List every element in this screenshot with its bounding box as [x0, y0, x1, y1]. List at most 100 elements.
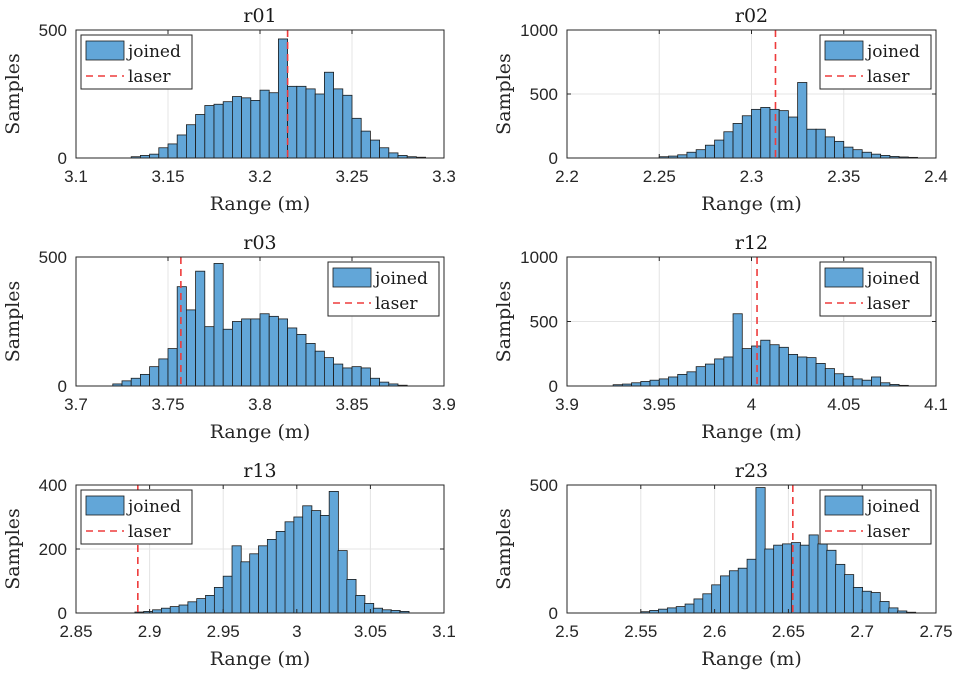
histogram-bar	[755, 487, 766, 614]
x-tick-label: 2.2	[555, 167, 579, 186]
histogram-bar	[195, 270, 206, 387]
y-axis-label: Samples	[493, 508, 515, 590]
chart-title: r23	[735, 460, 768, 482]
histogram-bar	[824, 368, 835, 387]
histogram-bar	[861, 151, 872, 159]
histogram-bar	[879, 601, 890, 614]
histogram-bar	[888, 607, 899, 614]
subplot-r03: 3.7 3.75 3.8 3.85 3.9 0 500 r03 Range (m) Samples…	[2, 232, 456, 443]
histogram-bar	[843, 375, 854, 387]
x-tick-label: 3.3	[432, 167, 456, 186]
histogram-bar	[732, 313, 743, 387]
legend-label-joined: joined	[865, 269, 920, 289]
histogram-bar	[351, 366, 362, 387]
histogram-bar	[788, 353, 799, 387]
legend-swatch-joined	[824, 495, 864, 516]
y-tick-label: 500	[39, 248, 67, 267]
histogram-bar	[205, 595, 216, 614]
y-tick-label: 0	[58, 377, 67, 396]
legend: joined laser	[819, 34, 932, 90]
x-axis-label: Range (m)	[210, 193, 311, 215]
histogram-bar	[769, 108, 780, 159]
histogram-bar	[185, 309, 196, 387]
histogram-bar	[196, 598, 207, 614]
histogram-bar	[268, 92, 279, 159]
histogram-bar	[333, 88, 344, 159]
histogram-bar	[668, 376, 679, 387]
histogram-bar	[782, 543, 793, 614]
histogram-bar	[240, 561, 251, 614]
y-tick-label: 500	[39, 21, 67, 40]
histogram-bar	[746, 558, 757, 614]
x-tick-label: 2.75	[919, 622, 952, 641]
histogram-bar	[826, 549, 837, 614]
histogram-bar	[187, 601, 198, 614]
x-tick-label: 2.5	[555, 622, 579, 641]
histogram-bar	[346, 579, 357, 614]
histogram-bar	[649, 379, 660, 387]
histogram-bar	[241, 318, 252, 387]
histogram-bar	[695, 149, 706, 159]
x-tick-label: 2.65	[772, 622, 805, 641]
histogram-bar	[806, 357, 817, 387]
legend-label-laser: laser	[867, 67, 910, 87]
legend: joined laser	[80, 489, 193, 545]
histogram-bar	[817, 543, 828, 614]
y-axis-label: Samples	[2, 53, 24, 135]
histogram-bar	[149, 366, 160, 387]
histogram-bar	[323, 71, 334, 159]
x-tick-label: 4.05	[827, 395, 860, 414]
histogram-bar	[369, 139, 380, 159]
histogram-bar	[834, 373, 845, 387]
x-tick-label: 2.3	[740, 167, 764, 186]
histogram-bar	[287, 85, 298, 159]
histogram-bar	[266, 539, 277, 614]
histogram-bar	[760, 339, 771, 387]
histogram-bar	[723, 356, 734, 387]
histogram-bar	[305, 343, 316, 387]
histogram-bar	[139, 373, 150, 387]
histogram-bar	[355, 595, 366, 614]
histogram-bar	[259, 313, 270, 387]
histogram-bar	[808, 534, 819, 614]
histogram-bar	[666, 607, 677, 614]
histogram-bar	[686, 151, 697, 159]
histogram-bar	[797, 356, 808, 387]
histogram-bar	[843, 146, 854, 159]
histogram-bar	[167, 348, 178, 387]
histogram-bar	[379, 381, 390, 387]
x-tick-label: 2.6	[703, 622, 727, 641]
x-axis-label: Range (m)	[701, 648, 802, 670]
histogram-bar	[788, 116, 799, 159]
histogram-bar	[275, 531, 286, 614]
histogram-bar	[284, 521, 295, 614]
histogram-bar	[834, 140, 845, 159]
histogram-bar	[844, 574, 855, 614]
histogram-bar	[268, 315, 279, 387]
histogram-bar	[388, 152, 399, 159]
histogram-bar	[213, 263, 224, 387]
histogram-bar	[342, 367, 353, 387]
histogram-bar	[213, 587, 224, 614]
x-tick-label: 3.85	[335, 395, 368, 414]
x-tick-label: 2.4	[924, 167, 948, 186]
histogram-bar	[333, 363, 344, 387]
histogram-bar	[222, 101, 233, 159]
histogram-bar	[675, 606, 686, 614]
histogram-bar	[720, 575, 731, 614]
axes-box	[566, 484, 937, 614]
histogram-bar	[296, 333, 307, 387]
x-tick-label: 3.1	[432, 622, 456, 641]
subplot-r02: 2.2 2.25 2.3 2.35 2.4 0 500 1000 r02 Range (m) Sam…	[493, 5, 948, 215]
y-axis-label: Samples	[493, 281, 515, 363]
x-tick-label: 2.55	[624, 622, 657, 641]
histogram-bar	[287, 327, 298, 387]
histogram-bar	[861, 379, 872, 387]
histogram-bar	[769, 344, 780, 387]
histogram-bar	[296, 85, 307, 159]
y-tick-label: 1000	[520, 21, 558, 40]
chart-title: r12	[735, 232, 768, 254]
y-tick-label: 0	[549, 149, 558, 168]
histogram-bar	[311, 510, 322, 614]
histogram-bar	[369, 377, 380, 387]
